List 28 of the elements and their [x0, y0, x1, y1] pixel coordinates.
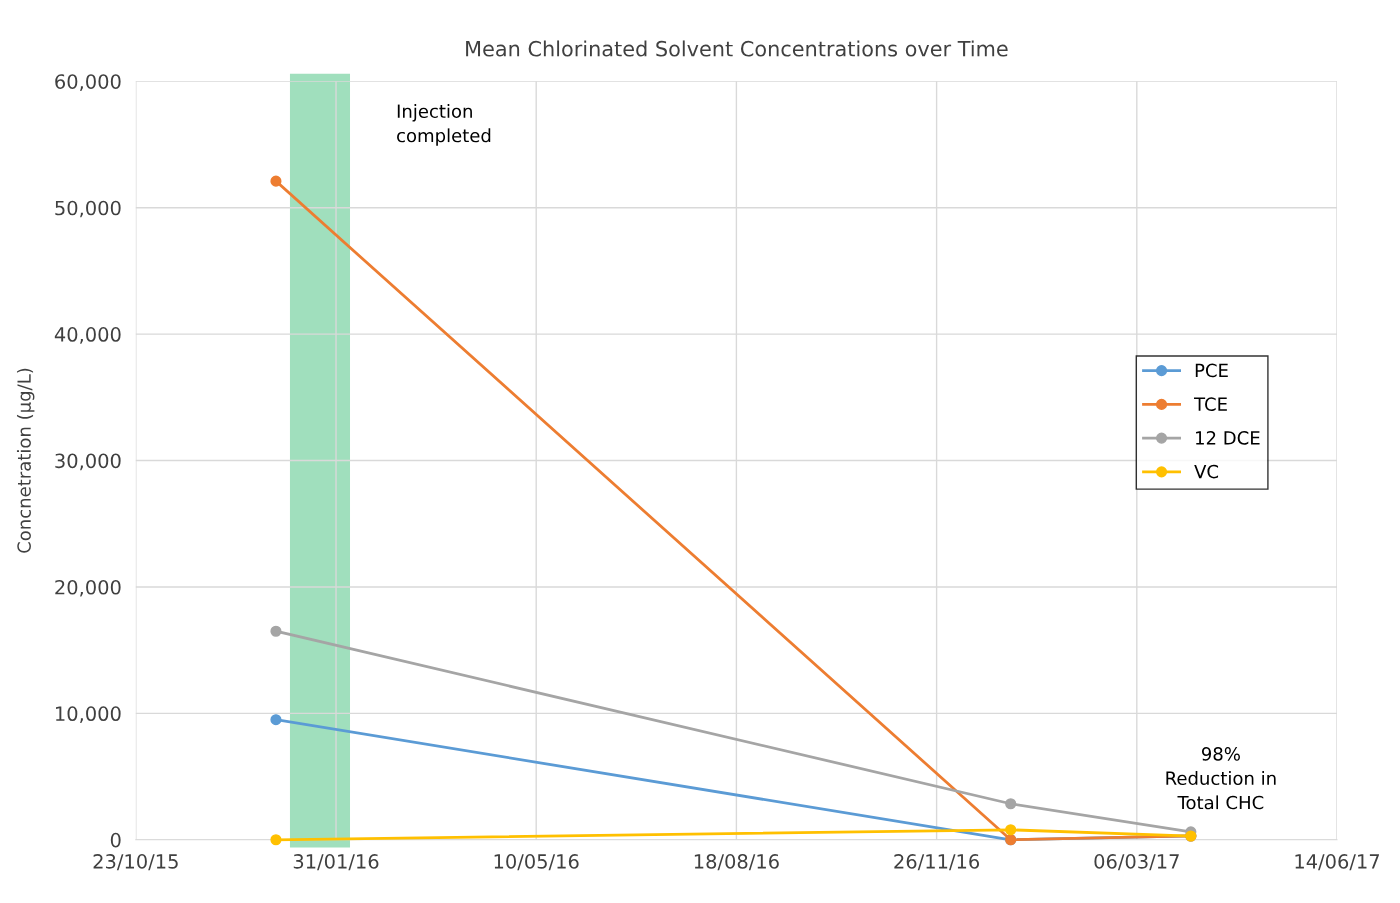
y-tick-label: 20,000: [55, 579, 121, 597]
y-tick-label: 50,000: [55, 200, 121, 218]
point: [1005, 824, 1017, 836]
x-tick-label: 31/01/16: [293, 854, 379, 871]
x-tick-label: 14/06/17: [1295, 854, 1379, 871]
x-tick-label: 10/05/16: [494, 854, 579, 871]
point: [1005, 798, 1017, 810]
legend-label: 12 DCE: [1196, 431, 1260, 445]
x-tick-label: 26/11/16: [894, 854, 980, 871]
y-tick-label: 40,000: [54, 327, 121, 344]
legend-label: PCE: [1195, 363, 1228, 378]
x-tick-label: 06/03/17: [1094, 854, 1179, 871]
annotation: 98% Reduction in Total CHC: [1166, 747, 1276, 810]
chart-title: Mean Chlorinated Solvent Concentrations over Time: [466, 40, 1008, 57]
point: [270, 714, 282, 726]
x-tick-label: 18/08/16: [694, 854, 779, 871]
point: [270, 834, 282, 846]
point: [270, 175, 282, 187]
x-tick-label: 23/10/15: [93, 854, 178, 871]
y-tick-label: 60,000: [55, 74, 121, 91]
y-tick-label: 10,000: [56, 706, 121, 724]
band-label: Injection completed: [397, 104, 491, 146]
y-tick-label: 0: [110, 832, 121, 848]
legend-label: VC: [1194, 464, 1219, 479]
legend-label: TCE: [1194, 397, 1227, 411]
y-tick-label: 30,000: [55, 453, 121, 471]
point: [270, 625, 282, 637]
y-axis-title: Concnetration (µg/L): [16, 368, 35, 553]
